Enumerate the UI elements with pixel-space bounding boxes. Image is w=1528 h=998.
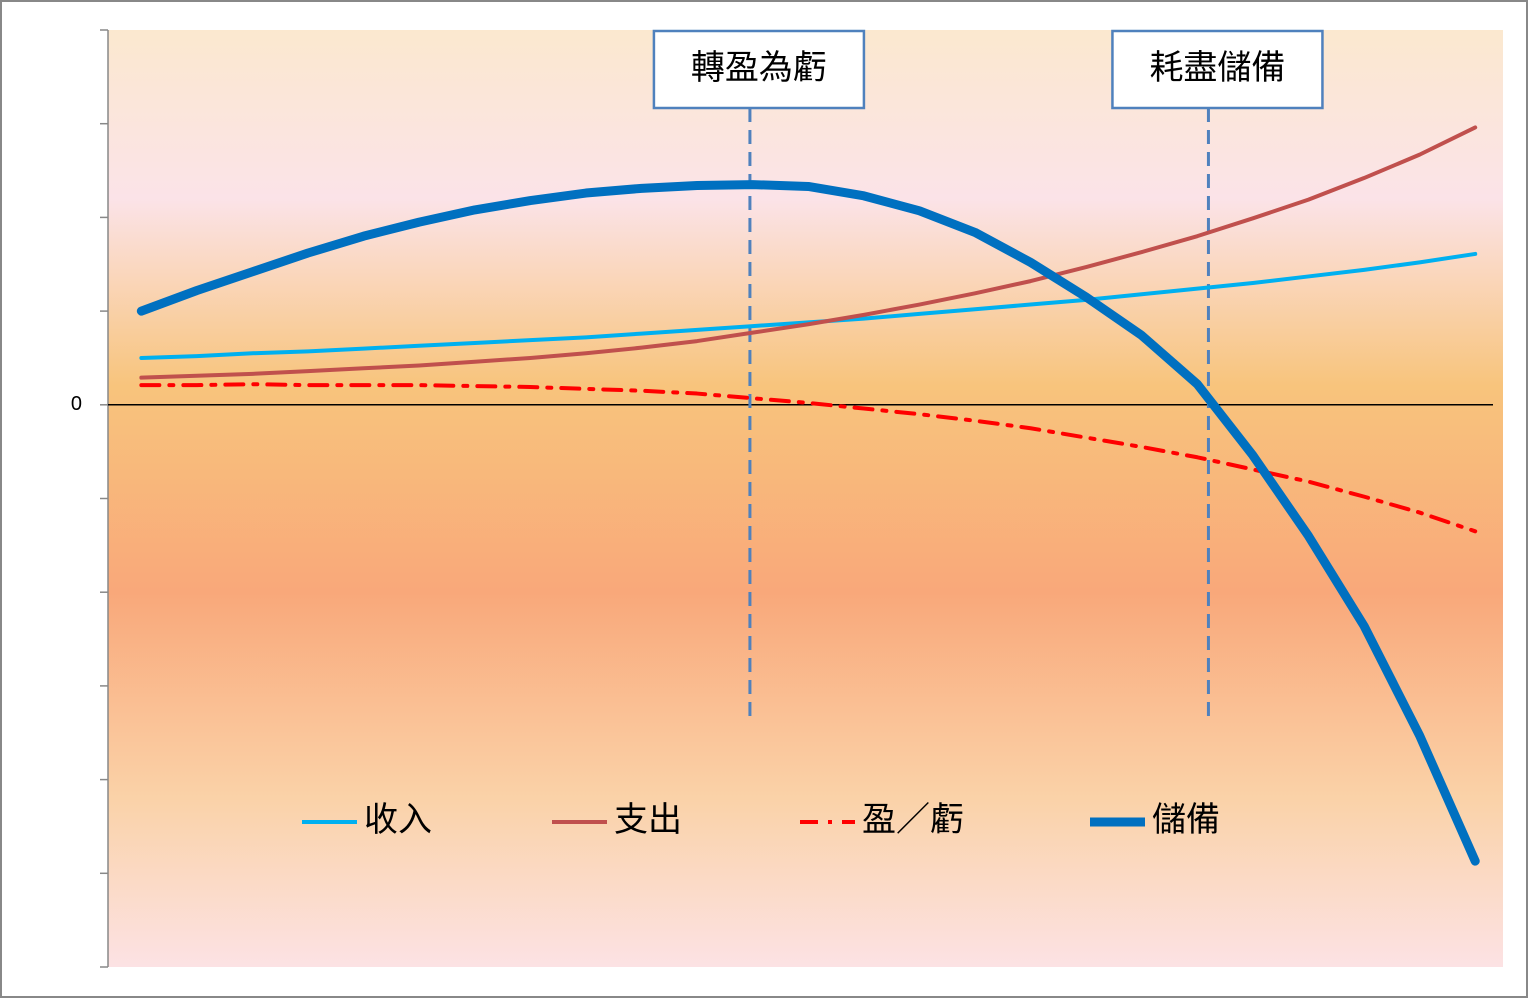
series-line — [136, 180, 1480, 866]
legend-label: 盈／虧 — [862, 800, 964, 840]
legend-label: 收入 — [364, 800, 432, 840]
annotation-box — [652, 29, 866, 110]
annotation-text: 轉盈為虧 — [691, 48, 827, 88]
series-line — [139, 382, 1478, 534]
annotation-box — [1111, 29, 1324, 110]
legend-label: 儲備 — [1152, 800, 1220, 840]
annotation-text: 耗盡儲備 — [1149, 48, 1285, 88]
series-line — [139, 125, 1478, 380]
plot-area — [108, 30, 1503, 967]
legend-label: 支出 — [614, 800, 682, 840]
y-tick-label: 0 — [71, 393, 82, 415]
